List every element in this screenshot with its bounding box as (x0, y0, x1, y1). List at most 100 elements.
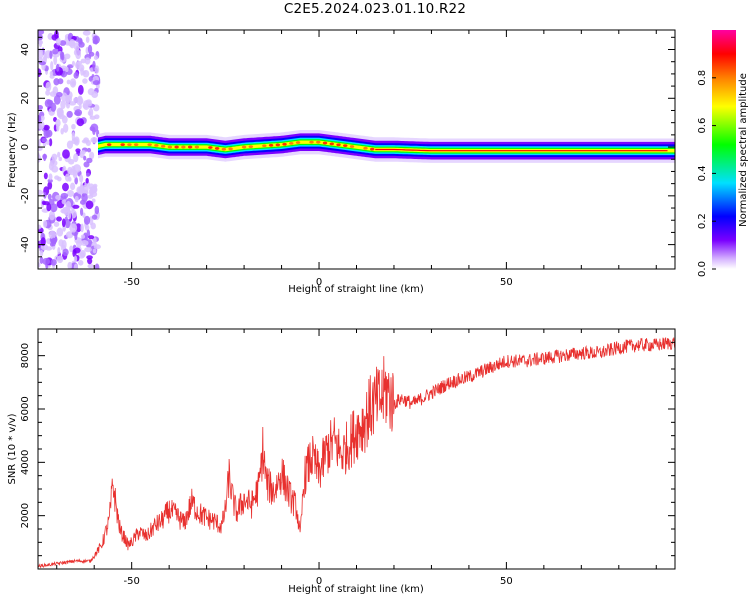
spectrogram-hotspot (154, 144, 159, 147)
spectrogram-noise-blob (66, 110, 73, 118)
spectrogram-noise-blob (88, 235, 95, 240)
spectrogram-noise-blob (38, 262, 41, 268)
spectrogram-noise-blob (50, 102, 57, 112)
spectrogram-hotspot (268, 143, 274, 147)
spectrogram-noise-blob (60, 100, 66, 110)
spectrogram-noise-blob (83, 155, 87, 161)
spectrogram-noise-blob (83, 161, 90, 168)
spectrogram-hotspot (147, 143, 152, 147)
spectrogram-noise-blob (61, 115, 68, 124)
snr-y-tick-label: 2000 (20, 503, 31, 528)
spectrogram-noise-blob (67, 209, 72, 220)
spectrogram-noise-blob (87, 44, 93, 54)
spectrogram-noise-blob (38, 154, 42, 163)
spectrogram-noise-blob (73, 153, 79, 163)
spectrogram-noise-blob (78, 260, 84, 266)
spectrogram-hotspot (282, 142, 287, 146)
spectrogram-noise-blob (80, 234, 86, 239)
spectrogram-noise-blob (42, 257, 51, 266)
spectrogram-noise-blob (55, 194, 61, 200)
snr-y-tick-label: 6000 (20, 396, 31, 421)
spectrogram-noise-blob (66, 140, 74, 150)
spectrogram-hotspot (343, 144, 348, 147)
spectrogram-noise-blob (49, 71, 54, 77)
spectrogram-noise-blob (62, 182, 69, 192)
spectrogram-hotspot (214, 147, 220, 150)
spectrogram-noise-blob (89, 186, 93, 197)
spectrogram-noise-blob (50, 259, 57, 266)
spectrogram-hotspot (127, 143, 132, 147)
spectrogram-noise-blob (38, 30, 45, 35)
spectrogram-hotspot (316, 140, 321, 144)
spectrogram-noise-blob (44, 98, 53, 108)
spectrogram-noise-blob (76, 240, 82, 248)
spectrogram-noise-blob (56, 255, 64, 264)
spectrogram-hotspot (255, 144, 260, 148)
spectrogram-noise-blob (55, 119, 61, 127)
colorbar-label: Normalized spectral amplitude (738, 73, 749, 227)
spectrogram-hotspot (160, 144, 166, 148)
spectrogram-noise-blob (93, 244, 101, 250)
spectrogram-noise-blob (64, 53, 71, 60)
spectrogram-noise-blob (81, 192, 88, 202)
spectrogram-noise-blob (39, 249, 44, 257)
spectrogram-noise-blob (83, 137, 90, 143)
spectrogram-noise-blob (48, 230, 56, 239)
spectrogram-noise-blob (71, 81, 76, 86)
spectrogram-noise-blob (92, 127, 96, 136)
spectrogram-noise-blob (80, 223, 84, 233)
spectrogram-noise-blob (74, 176, 79, 185)
spectrogram-noise-blob (80, 67, 84, 76)
spectrogram-noise-blob (38, 146, 43, 151)
spectrogram-noise-blob (69, 223, 78, 233)
spectrogram-noise-blob (85, 36, 90, 43)
spectrogram-noise-blob (57, 247, 61, 255)
spectrogram-noise-blob (74, 195, 79, 203)
spectrogram-x-tick-label: 50 (500, 277, 513, 288)
spectrogram-noise-blob (49, 50, 53, 60)
spectrogram-noise-blob (76, 118, 85, 127)
spectrogram-noise-blob (38, 224, 42, 230)
spectrogram-hotspot (295, 141, 301, 144)
spectrogram-hotspot (221, 147, 227, 151)
spectrogram-y-tick-label: 20 (20, 92, 31, 105)
spectrogram-noise-blob (45, 89, 51, 96)
spectrogram-noise-blob (80, 184, 89, 194)
spectrogram-noise-blob (51, 237, 57, 247)
spectrogram-noise-blob (47, 193, 52, 201)
spectrogram-hotspot (262, 144, 267, 148)
spectrogram-noise-blob (84, 57, 91, 65)
spectrogram-noise-blob (94, 263, 100, 269)
spectrogram-hotspot (106, 143, 112, 147)
spectrogram-noise-blob (59, 51, 64, 60)
spectrogram-noise-blob (90, 222, 96, 230)
spectrogram-hotspot (140, 143, 146, 147)
spectrogram-noise-blob (85, 200, 94, 210)
spectrogram-noise-blob (73, 97, 79, 103)
spectrogram-x-tick-label: 0 (316, 277, 322, 288)
spectrogram-noise-blob (43, 172, 48, 180)
spectrogram-noise-blob (56, 91, 63, 98)
spectrogram-noise-blob (73, 255, 78, 263)
spectrogram-noise-blob (79, 249, 86, 258)
spectrogram-noise-blob (91, 198, 96, 203)
spectrogram-noise-blob (75, 49, 82, 60)
spectrogram-hotspot (248, 145, 254, 149)
spectrogram-noise-blob (58, 156, 63, 162)
spectrogram-noise-blob (56, 227, 64, 237)
spectrogram-noise-blob (55, 37, 61, 46)
spectrogram-noise-blob (47, 181, 53, 190)
spectrogram-hotspot (289, 141, 294, 145)
snr-series-line (38, 336, 675, 569)
spectrogram-noise-blob (40, 115, 45, 121)
spectrogram-plot: -50 0 50 -40 -20 0 20 40 Height of straight lin… (7, 29, 676, 295)
chart-title: C2E5.2024.023.01.10.R22 (283, 1, 467, 17)
spectrogram-noise-blob (38, 189, 44, 196)
colorbar: 0.0 0.2 0.4 0.6 0.8 Normalized spectral ampl… (697, 30, 749, 277)
spectrogram-hotspot (349, 145, 355, 148)
spectrogram-noise-blob (46, 140, 50, 145)
spectrogram-noise-blob (82, 78, 88, 84)
spectrogram-hotspot (120, 143, 125, 147)
spectrogram-noise-blob (89, 151, 95, 160)
spectrogram-noise-blob (49, 210, 56, 221)
